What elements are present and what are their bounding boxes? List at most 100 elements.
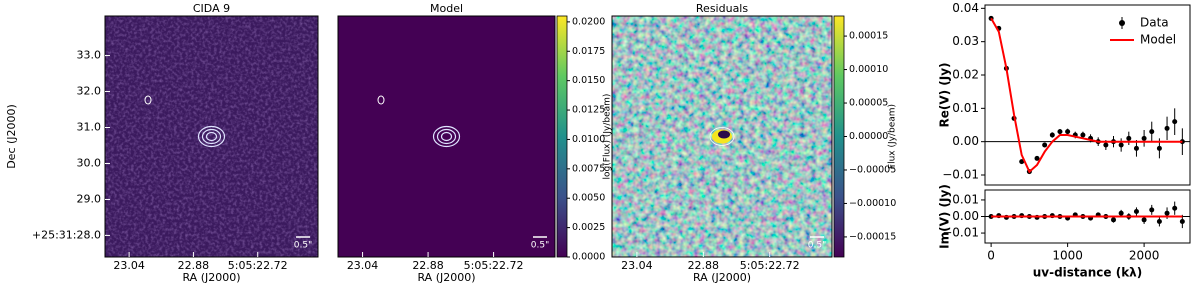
colorbar-tick-label: −0.00015 [849, 231, 896, 242]
data-point [1133, 209, 1139, 215]
data-point [1065, 129, 1071, 135]
data-point [1172, 119, 1178, 125]
contour [377, 95, 385, 105]
x-tick-label: 23.04 [113, 259, 145, 272]
panel-title: Residuals [696, 2, 748, 15]
y-tick-label: −0.01 [942, 168, 979, 182]
colorbar-label: Flux (Jy/beam) [888, 104, 898, 169]
scale-label: 0.5" [808, 241, 826, 251]
data-point [1118, 210, 1124, 216]
x-tick-label: 1000 [1052, 249, 1083, 263]
legend-label: Model [1140, 33, 1176, 47]
frame [984, 4, 1191, 186]
contour [709, 127, 735, 146]
contour [436, 128, 457, 145]
x-tick-label: 23.04 [347, 259, 379, 272]
frame [337, 15, 556, 258]
data-point [1049, 132, 1055, 138]
y-tick-label: 0.00 [952, 209, 979, 223]
x-tick-label: 23.04 [621, 259, 653, 272]
data-point [1141, 135, 1147, 141]
colorbar-tick-label: 0.00015 [849, 31, 888, 42]
colorbar-label: log(Flux) (Jy/beam) [603, 94, 613, 180]
x-tick-label: 22.88 [412, 259, 444, 272]
x-axis-label: RA (J2000) [693, 271, 751, 284]
y-tick-label: 30.0 [77, 156, 102, 169]
data-point [1057, 129, 1063, 135]
colorbar [833, 15, 845, 258]
y-tick-label: 0.00 [952, 134, 979, 148]
frame [104, 15, 319, 258]
colorbar-tick-label: 0.0000 [572, 252, 605, 263]
data-point [1141, 217, 1147, 223]
residual-blob [718, 130, 730, 139]
colorbar-tick-label: 0.0025 [572, 222, 605, 233]
data-point [1156, 145, 1162, 151]
panel-title: Model [430, 2, 463, 15]
x-tick-label: 22.88 [688, 259, 720, 272]
y-tick-label: 0.03 [952, 34, 979, 48]
data-point [1111, 217, 1117, 223]
colorbar-tick-label: −0.00005 [849, 164, 896, 175]
x-tick-label: 5:05:22.72 [228, 259, 288, 272]
colorbar-tick-label: 0.0150 [572, 75, 605, 86]
panel-title: CIDA 9 [193, 2, 230, 15]
data-point [1164, 210, 1170, 216]
colorbar-tick-label: 0.0125 [572, 105, 605, 116]
contour [201, 128, 222, 145]
contour [440, 131, 453, 142]
legend-label: Data [1140, 16, 1169, 30]
x-tick-label: 0 [987, 249, 995, 263]
data-point [1042, 142, 1048, 148]
x-tick-label: 22.88 [178, 259, 210, 272]
contour [432, 125, 461, 148]
data-point [1034, 155, 1040, 161]
y-tick-label: 31.0 [77, 121, 102, 134]
colorbar-tick-label: 0.00000 [849, 131, 888, 142]
data-point [1019, 159, 1025, 165]
y-tick-label: 0.01 [952, 192, 979, 206]
colorbar-tick-label: 0.0075 [572, 163, 605, 174]
y-axis-label: Re(V) (Jy) [938, 62, 952, 127]
contour [144, 95, 152, 105]
y-tick-label: 29.0 [77, 192, 102, 205]
x-tick-label: 5:05:22.72 [740, 259, 800, 272]
colorbar-tick-label: 0.0100 [572, 134, 605, 145]
colorbar-tick-label: 0.0050 [572, 193, 605, 204]
contour [205, 131, 218, 142]
data-point [1172, 205, 1178, 211]
data-point [1103, 142, 1109, 148]
colorbar-tick-label: 0.0200 [572, 16, 605, 27]
legend-swatch [1119, 20, 1125, 26]
y-tick-label: 32.0 [77, 85, 102, 98]
data-point [1156, 218, 1162, 224]
data-point [1118, 142, 1124, 148]
data-point [1133, 145, 1139, 151]
x-tick-label: 5:05:22.72 [464, 259, 524, 272]
colorbar-tick-label: 0.00010 [849, 64, 888, 75]
data-point [1126, 135, 1132, 141]
data-point [1149, 129, 1155, 135]
colorbar-tick-label: 0.00005 [849, 98, 888, 109]
scale-label: 0.5" [294, 241, 312, 251]
x-axis-label: RA (J2000) [182, 271, 240, 284]
model-line [990, 17, 1183, 174]
y-tick-label: 33.0 [77, 49, 102, 62]
image-background [338, 16, 555, 257]
data-point [1149, 207, 1155, 213]
contour [197, 125, 226, 148]
y-tick-label: 0.04 [952, 1, 979, 15]
x-axis-label: uv-distance (kλ) [1033, 266, 1143, 280]
data-point [1164, 125, 1170, 131]
colorbar-tick-label: −0.00010 [849, 198, 896, 209]
image-noise [105, 16, 318, 257]
colorbar-tick-label: 0.0175 [572, 46, 605, 57]
data-point [1080, 132, 1086, 138]
y-axis-label: Dec (J2000) [5, 104, 18, 169]
y-tick-label: +25:31:28.0 [32, 228, 101, 241]
frame [611, 15, 833, 258]
data-point [1179, 218, 1185, 224]
y-tick-label: 0.02 [952, 68, 979, 82]
scale-label: 0.5" [531, 241, 549, 251]
